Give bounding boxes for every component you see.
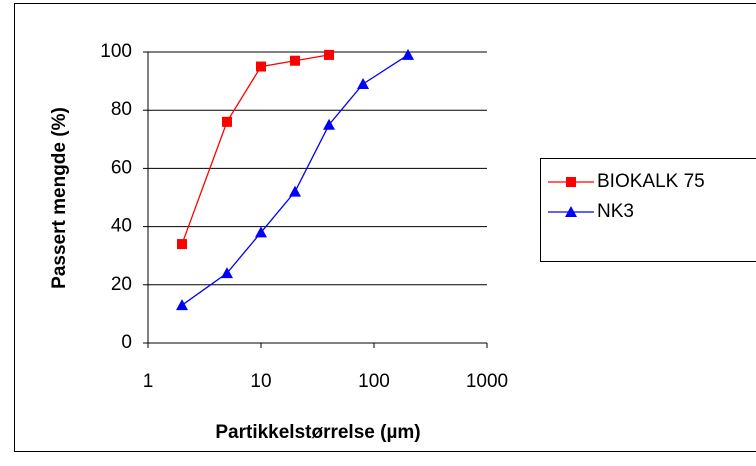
marker: [290, 55, 301, 66]
y-tick-label: 80: [111, 99, 132, 120]
y-tick-label: 100: [100, 41, 132, 62]
marker: [289, 185, 302, 197]
marker: [357, 78, 370, 90]
marker: [402, 48, 415, 60]
legend-label: NK3: [597, 201, 634, 222]
marker: [255, 226, 267, 238]
legend-box: [540, 158, 756, 262]
legend-label: BIOKALK 75: [597, 171, 705, 192]
x-tick-label: 1: [143, 371, 154, 392]
x-axis-title: Partikkelstørrelse (µm): [215, 422, 420, 443]
marker: [565, 206, 577, 217]
marker: [566, 177, 576, 187]
marker: [220, 267, 233, 279]
y-tick-label: 60: [111, 157, 132, 178]
marker: [177, 239, 188, 250]
marker: [323, 118, 336, 130]
y-tick-label: 0: [121, 332, 132, 353]
marker: [324, 49, 335, 60]
marker: [221, 116, 232, 127]
x-tick-label: 10: [250, 371, 271, 392]
x-tick-label: 100: [358, 371, 390, 392]
marker: [176, 299, 189, 311]
marker: [256, 61, 266, 72]
y-tick-label: 40: [111, 216, 132, 237]
y-tick-label: 20: [111, 274, 132, 295]
y-axis-title: Passert mengde (%): [49, 107, 70, 289]
x-tick-label: 1000: [466, 371, 508, 392]
